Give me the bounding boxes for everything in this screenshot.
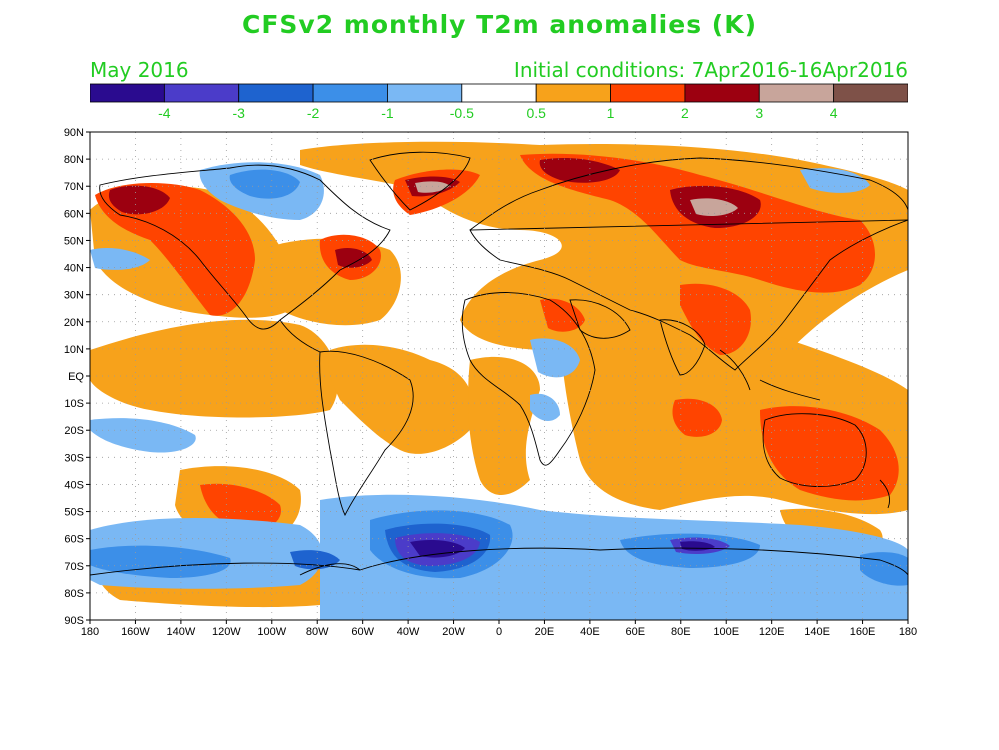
longitude-label: 20W — [442, 626, 465, 638]
longitude-label: 100E — [713, 626, 739, 638]
latitude-label: 20S — [64, 425, 84, 437]
longitude-label: 40E — [580, 626, 600, 638]
longitude-label: 140W — [167, 626, 196, 638]
latitude-label: 70N — [64, 181, 84, 193]
graticule — [90, 132, 908, 620]
anomaly-region — [90, 418, 196, 453]
initial-conditions: Initial conditions: 7Apr2016-16Apr2016 — [513, 58, 908, 82]
anomaly-region — [229, 169, 300, 199]
anomaly-region — [410, 540, 465, 558]
colorbar-label: 2 — [681, 105, 689, 121]
latitude-label: 50S — [64, 507, 84, 519]
anomaly-region — [108, 185, 170, 215]
anomaly-region — [760, 406, 899, 501]
colorbar-label: 3 — [755, 105, 763, 121]
colorbar-box — [758, 83, 835, 103]
latitude-label: 90N — [64, 127, 84, 139]
colorbar-box — [610, 83, 686, 103]
latitude-label: 90S — [64, 615, 84, 627]
coastlines — [90, 151, 908, 576]
colorbar-box — [833, 83, 909, 103]
colorbar-box — [312, 83, 388, 103]
longitude-label: 120E — [759, 626, 785, 638]
longitude-label: 140E — [804, 626, 830, 638]
colorbar-box — [535, 83, 611, 103]
longitude-label: 180 — [899, 626, 917, 638]
map-title: CFSv2 monthly T2m anomalies (K) — [241, 10, 758, 39]
anomaly-region — [95, 183, 255, 316]
latitude-label: 60S — [64, 534, 84, 546]
colorbar-label: -4 — [158, 105, 171, 121]
longitude-label: 60W — [351, 626, 374, 638]
colorbar-box — [461, 83, 537, 103]
longitude-label: 80W — [306, 626, 329, 638]
longitude-label: 180 — [81, 626, 99, 638]
anomaly-field — [90, 141, 908, 620]
latitude-label: 60N — [64, 208, 84, 220]
longitude-label: 0 — [496, 626, 502, 638]
longitude-label: 20E — [535, 626, 555, 638]
latitude-label: 40S — [64, 479, 84, 491]
latitude-label: 80N — [64, 154, 84, 166]
latitude-label: 20N — [64, 317, 84, 329]
anomaly-region — [530, 338, 580, 378]
latitude-label: 50N — [64, 235, 84, 247]
colorbar-label: 4 — [830, 105, 838, 121]
anomaly-region — [468, 356, 540, 495]
anomaly-region — [90, 319, 339, 418]
anomaly-region — [680, 283, 751, 355]
longitude-label: 160W — [121, 626, 150, 638]
forecast-period: May 2016 — [90, 58, 189, 82]
latitude-labels: 90N 80N 70N 60N 50N 40N 30N 20N 10N EQ 10S 20S 30S 40… — [64, 127, 85, 627]
colorbar-label: -3 — [233, 105, 246, 121]
colorbar-label: -1 — [381, 105, 394, 121]
longitude-label: 160E — [850, 626, 876, 638]
longitude-label: 40W — [397, 626, 420, 638]
anomaly-region — [90, 248, 150, 270]
anomaly-region — [328, 344, 474, 454]
latitude-label: 40N — [64, 263, 84, 275]
anomaly-map: 90N 80N 70N 60N 50N 40N 30N 20N 10N EQ 10S 20S 30S 40… — [0, 120, 999, 640]
anomaly-region — [540, 298, 585, 332]
longitude-label: 100W — [257, 626, 286, 638]
anomaly-region — [530, 393, 560, 422]
colorbar-label: -2 — [307, 105, 320, 121]
latitude-label: 30S — [64, 452, 84, 464]
colorbar-box — [163, 83, 240, 103]
anomaly-region — [860, 552, 908, 586]
longitude-label: 60E — [626, 626, 646, 638]
colorbar-box — [89, 83, 165, 103]
anomaly-region — [690, 198, 738, 216]
anomaly-region — [90, 545, 231, 578]
latitude-label: 10S — [64, 398, 84, 410]
longitude-label: 120W — [212, 626, 241, 638]
longitude-labels: 180 160W 140W 120W 100W 80W 60W 40W 20W 0 20E 40E 60… — [81, 626, 917, 638]
colorbar-label: -0.5 — [450, 105, 474, 121]
colorbar: -4 -3 -2 -1 -0.5 0.5 1 2 3 4 — [89, 82, 909, 122]
colorbar-box — [387, 83, 463, 103]
colorbar-box — [238, 83, 314, 103]
latitude-label: EQ — [68, 371, 84, 383]
anomaly-region — [415, 181, 450, 193]
anomaly-region — [539, 158, 620, 183]
axis-ticks — [86, 131, 909, 624]
anomaly-region — [672, 398, 722, 437]
latitude-label: 10N — [64, 344, 84, 356]
latitude-label: 30N — [64, 290, 84, 302]
latitude-label: 80S — [64, 588, 84, 600]
colorbar-label: 0.5 — [526, 105, 546, 121]
longitude-label: 80E — [671, 626, 691, 638]
colorbar-label: 1 — [607, 105, 615, 121]
latitude-label: 70S — [64, 561, 84, 573]
colorbar-box — [684, 83, 760, 103]
